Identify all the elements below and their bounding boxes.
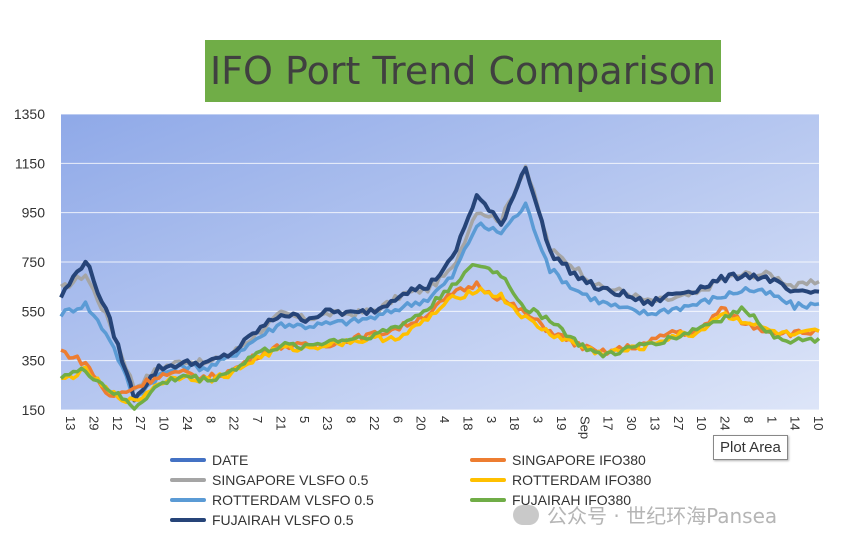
- x-tick-label: 19: [554, 416, 569, 430]
- chart-title-box: IFO Port Trend Comparison: [205, 40, 721, 102]
- legend-label: SINGAPORE VLSFO 0.5: [212, 472, 369, 488]
- x-tick-label: 17: [601, 416, 616, 430]
- legend-item: FUJAIRAH IFO380: [470, 492, 631, 508]
- plot-area-tooltip: Plot Area: [713, 435, 788, 460]
- x-tick-label: Sep: [577, 416, 592, 439]
- legend-item: FUJAIRAH VLSFO 0.5: [170, 512, 354, 528]
- x-tick-label: 13: [647, 416, 662, 430]
- x-tick-label: 10: [811, 416, 826, 430]
- legend-label: DATE: [212, 452, 249, 468]
- x-tick-label: 22: [227, 416, 242, 430]
- legend-item: ROTTERDAM VLSFO 0.5: [170, 492, 374, 508]
- legend-item: SINGAPORE VLSFO 0.5: [170, 472, 368, 488]
- series-lines: [59, 164, 821, 411]
- legend-swatch: [170, 478, 206, 482]
- x-tick-label: 30: [624, 416, 639, 430]
- series-line-rotterdam-vlsfo-0-5: [59, 201, 820, 399]
- y-tick-label: 550: [22, 303, 46, 319]
- wechat-icon: [513, 504, 539, 525]
- series-line-singapore-ifo380: [60, 280, 820, 398]
- x-tick-label: 29: [86, 416, 101, 430]
- y-tick-label: 950: [22, 205, 46, 221]
- legend-label: FUJAIRAH IFO380: [512, 492, 632, 508]
- legend-item: SINGAPORE IFO380: [470, 452, 646, 468]
- x-tick-label: 27: [671, 416, 686, 430]
- series-line-fujairah-ifo380: [59, 262, 821, 411]
- legend-label: FUJAIRAH VLSFO 0.5: [212, 512, 354, 528]
- y-tick-label: 1350: [14, 106, 45, 122]
- x-tick-label: 8: [203, 416, 218, 423]
- x-tick-label: 7: [250, 416, 265, 423]
- legend-swatch: [470, 478, 506, 482]
- legend-label: ROTTERDAM VLSFO 0.5: [212, 492, 374, 508]
- x-tick-label: 10: [694, 416, 709, 430]
- x-tick-label: 4: [437, 416, 452, 423]
- legend-item: DATE: [170, 452, 248, 468]
- series-line-fujairah-vlsfo-0-5: [59, 166, 820, 403]
- legend-swatch: [170, 518, 206, 522]
- x-tick-label: 22: [367, 416, 382, 430]
- legend-swatch: [170, 498, 206, 502]
- y-tick-label: 350: [22, 353, 46, 369]
- x-tick-label: 21: [273, 416, 288, 430]
- legend-swatch: [470, 458, 506, 462]
- watermark: 公众号 · 世纪环海Pansea: [513, 500, 777, 529]
- legend-swatch: [470, 498, 506, 502]
- legend-label: ROTTERDAM IFO380: [512, 472, 652, 488]
- x-tick-label: 3: [484, 416, 499, 423]
- x-tick-label: 6: [390, 416, 405, 423]
- x-tick-label: 3: [531, 416, 546, 423]
- x-tick-label: 14: [788, 416, 803, 430]
- legend-swatch: [170, 458, 206, 462]
- y-tick-label: 750: [22, 254, 46, 270]
- x-tick-label: 12: [110, 416, 125, 430]
- x-tick-label: 18: [460, 416, 475, 430]
- x-tick-label: 24: [180, 416, 195, 430]
- x-tick-label: 23: [320, 416, 335, 430]
- x-tick-label: 24: [718, 416, 733, 430]
- x-axis-ticks: 13 29 12 27 10 24 8 22 7 21 5 23 8 22 6 20 4 18 3 18 3 19 Sep 1…: [63, 416, 826, 439]
- x-tick-label: 10: [157, 416, 172, 430]
- x-tick-label: 27: [133, 416, 148, 430]
- chart-title: IFO Port Trend Comparison: [209, 49, 717, 93]
- x-tick-label: 20: [414, 416, 429, 430]
- legend-item: ROTTERDAM IFO380: [470, 472, 651, 488]
- x-tick-label: 13: [63, 416, 78, 430]
- y-axis-ticks: 150 350 550 750 950 1150 1350: [14, 106, 45, 418]
- x-tick-label: 8: [741, 416, 756, 423]
- y-tick-label: 150: [22, 402, 46, 418]
- legend-label: SINGAPORE IFO380: [512, 452, 646, 468]
- x-tick-label: 1: [764, 416, 779, 423]
- x-tick-label: 8: [344, 416, 359, 423]
- watermark-text: 公众号 · 世纪环海Pansea: [547, 504, 778, 528]
- y-tick-label: 1150: [15, 155, 45, 171]
- x-tick-label: 5: [297, 416, 312, 423]
- x-tick-label: 18: [507, 416, 522, 430]
